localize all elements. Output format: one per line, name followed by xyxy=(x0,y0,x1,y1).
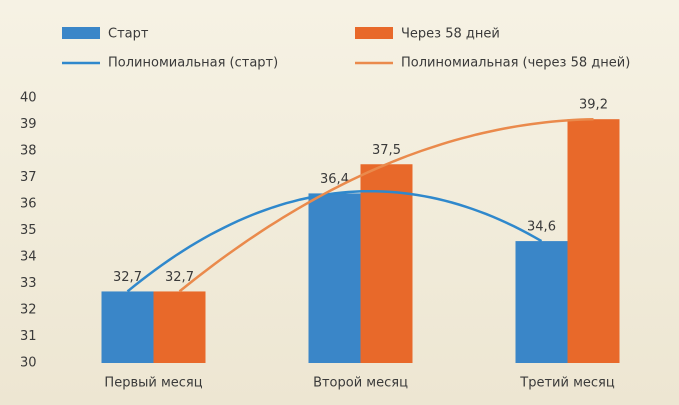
y-tick-label: 38 xyxy=(20,144,37,159)
y-tick-label: 39 xyxy=(20,117,37,132)
data-label: 36,4 xyxy=(320,172,349,187)
y-tick-label: 35 xyxy=(20,223,37,238)
y-tick-label: 40 xyxy=(20,91,37,106)
bar xyxy=(101,291,154,363)
trendline xyxy=(178,117,594,293)
bar xyxy=(515,241,568,363)
bar xyxy=(567,119,620,363)
y-tick-label: 34 xyxy=(20,250,37,265)
trendline xyxy=(126,189,543,293)
y-tick-label: 37 xyxy=(20,170,37,185)
legend-label: Старт xyxy=(108,27,149,42)
bar xyxy=(153,291,206,363)
y-tick-label: 33 xyxy=(20,276,37,291)
legend-label: Полиномиальная (старт) xyxy=(108,56,278,71)
y-tick-label: 32 xyxy=(20,303,37,318)
x-tick-label: Второй месяц xyxy=(313,376,408,391)
bar xyxy=(308,193,361,363)
data-label: 37,5 xyxy=(372,143,401,158)
y-tick-label: 36 xyxy=(20,197,37,212)
legend-swatch xyxy=(62,27,100,39)
x-tick-label: Третий месяц xyxy=(519,376,615,391)
data-label: 34,6 xyxy=(527,220,556,235)
legend-label: Через 58 дней xyxy=(401,27,500,42)
bar xyxy=(360,164,413,363)
data-label: 32,7 xyxy=(113,270,142,285)
legend-label: Полиномиальная (через 58 дней) xyxy=(401,56,630,71)
legend-swatch xyxy=(355,27,393,39)
y-tick-label: 31 xyxy=(20,329,37,344)
x-tick-label: Первый месяц xyxy=(104,376,202,391)
data-label: 39,2 xyxy=(579,98,608,113)
y-tick-label: 30 xyxy=(20,356,37,371)
data-label: 32,7 xyxy=(165,270,194,285)
